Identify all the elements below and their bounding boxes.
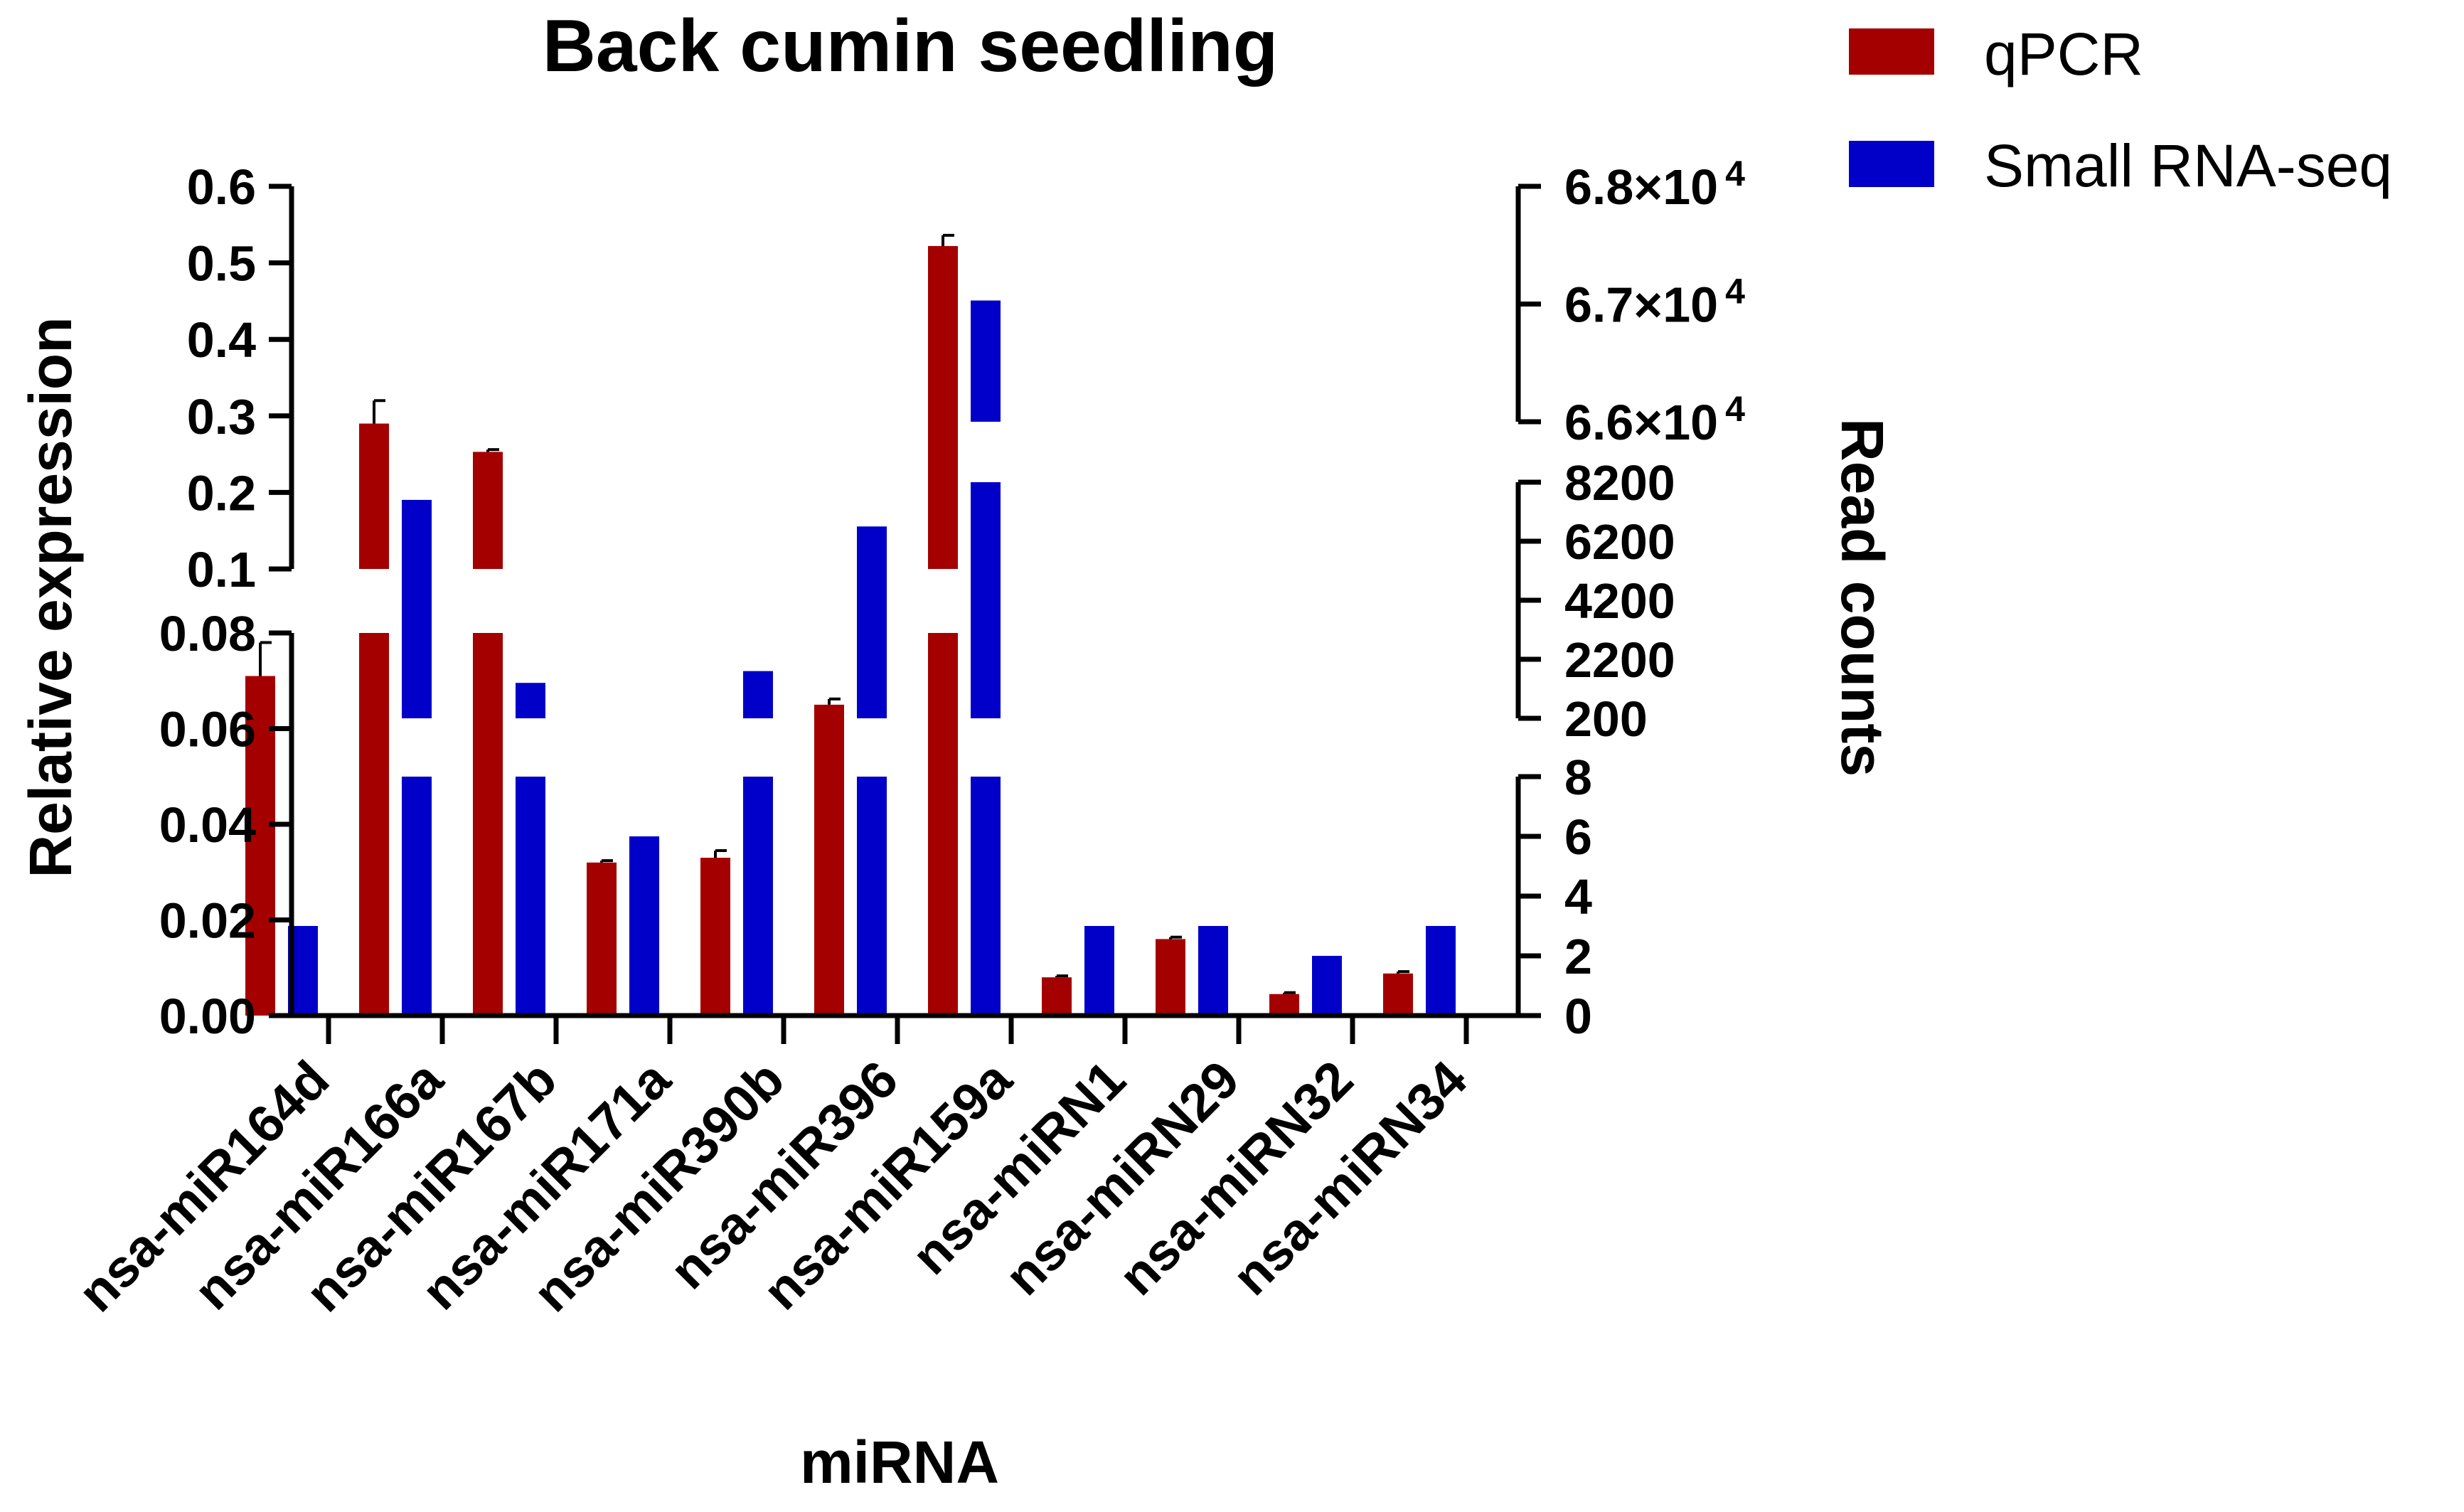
legend-label-small-rna-seq: Small RNA-seq xyxy=(1984,132,2392,199)
bar-small-rna-seq-nsa-miR396-part2 xyxy=(857,526,887,718)
bar-small-rna-seq-nsa-miR390b xyxy=(743,777,773,1016)
bars-layer xyxy=(245,233,1456,1016)
bar-small-rna-seq-nsa-miR167b-part2 xyxy=(516,683,545,718)
left-tick-label-0.5: 0.5 xyxy=(187,236,256,292)
bar-small-rna-seq-nsa-miR159a-part3 xyxy=(971,300,1001,422)
right-tick-label-6.7×104: 6.7×10 4 xyxy=(1564,272,1745,333)
right-tick-label-200: 200 xyxy=(1564,691,1648,747)
bar-small-rna-seq-nsa-miRN32 xyxy=(1312,956,1342,1016)
bar-qpcr-nsa-miR396 xyxy=(814,704,844,1016)
right-tick-label-6.6×104: 6.6×10 4 xyxy=(1564,389,1745,450)
bar-small-rna-seq-nsa-miR159a-part2 xyxy=(971,482,1001,718)
bar-small-rna-seq-nsa-miR167b xyxy=(516,777,545,1016)
bar-qpcr-nsa-miR167b xyxy=(473,633,503,1016)
left-tick-label-0.6: 0.6 xyxy=(187,159,256,215)
left-tick-label-0.04: 0.04 xyxy=(159,797,256,853)
bar-qpcr-nsa-miRN34 xyxy=(1383,973,1413,1016)
right-tick-label-6.8×104: 6.8×10 4 xyxy=(1564,154,1745,215)
right-tick-label-8: 8 xyxy=(1564,750,1592,805)
left-tick-label-0.06: 0.06 xyxy=(159,702,256,757)
bar-qpcr-nsa-miR159a-part2 xyxy=(928,245,958,569)
right-tick-label-8200: 8200 xyxy=(1564,455,1675,511)
bar-small-rna-seq-nsa-miR166a xyxy=(402,777,432,1016)
right-tick-label-4: 4 xyxy=(1564,869,1592,925)
right-tick-label-6: 6 xyxy=(1564,809,1592,865)
left-tick-label-0.4: 0.4 xyxy=(187,312,256,368)
right-tick-label-2200: 2200 xyxy=(1564,632,1675,688)
legend-swatch-small-rna-seq xyxy=(1849,141,1934,187)
bar-qpcr-nsa-miR171a xyxy=(587,862,617,1016)
bar-qpcr-nsa-miRN29 xyxy=(1156,939,1185,1016)
axes-layer: 0.000.020.040.060.080.10.20.30.40.50.602… xyxy=(67,154,1745,1323)
bar-small-rna-seq-nsa-miR396 xyxy=(857,777,887,1016)
bar-small-rna-seq-nsa-miR390b-part2 xyxy=(743,671,773,718)
left-tick-label-0.3: 0.3 xyxy=(187,389,256,444)
bar-qpcr-nsa-miR167b-part2 xyxy=(473,452,503,569)
bar-qpcr-nsa-miR159a xyxy=(928,633,958,1016)
bar-small-rna-seq-nsa-miRN1 xyxy=(1084,926,1114,1016)
chart-title: Back cumin seedling xyxy=(543,5,1279,87)
right-tick-label-6200: 6200 xyxy=(1564,514,1675,570)
y2-axis-label: Read counts xyxy=(1829,418,1896,777)
left-tick-label-0.00: 0.00 xyxy=(159,989,256,1044)
right-tick-label-2: 2 xyxy=(1564,929,1592,984)
legend-label-qpcr: qPCR xyxy=(1984,21,2143,87)
bar-qpcr-nsa-miR166a xyxy=(359,633,389,1016)
x-axis-label: miRNA xyxy=(800,1429,999,1496)
right-tick-label-0: 0 xyxy=(1564,989,1592,1044)
bar-small-rna-seq-nsa-miRN34 xyxy=(1426,926,1456,1016)
bar-small-rna-seq-nsa-miR171a xyxy=(629,836,659,1016)
right-tick-label-4200: 4200 xyxy=(1564,573,1675,629)
bar-qpcr-nsa-miRN32 xyxy=(1269,994,1299,1016)
legend: qPCR Small RNA-seq xyxy=(1849,21,2392,199)
left-tick-label-0.02: 0.02 xyxy=(159,893,256,949)
bar-qpcr-nsa-miR390b xyxy=(700,858,730,1016)
left-tick-label-0.2: 0.2 xyxy=(187,465,256,521)
bar-small-rna-seq-nsa-miR159a xyxy=(971,777,1001,1016)
bar-qpcr-nsa-miR166a-part2 xyxy=(359,423,389,569)
bar-qpcr-nsa-miRN1 xyxy=(1042,977,1072,1016)
left-tick-label-0.08: 0.08 xyxy=(159,606,256,661)
bar-qpcr-nsa-miR164d xyxy=(245,676,275,1016)
y-axis-label: Relative expression xyxy=(17,316,84,878)
bar-small-rna-seq-nsa-miR166a-part2 xyxy=(402,499,432,718)
legend-swatch-qpcr xyxy=(1849,28,1934,75)
left-tick-label-0.1: 0.1 xyxy=(187,542,256,597)
bar-small-rna-seq-nsa-miRN29 xyxy=(1198,926,1228,1016)
